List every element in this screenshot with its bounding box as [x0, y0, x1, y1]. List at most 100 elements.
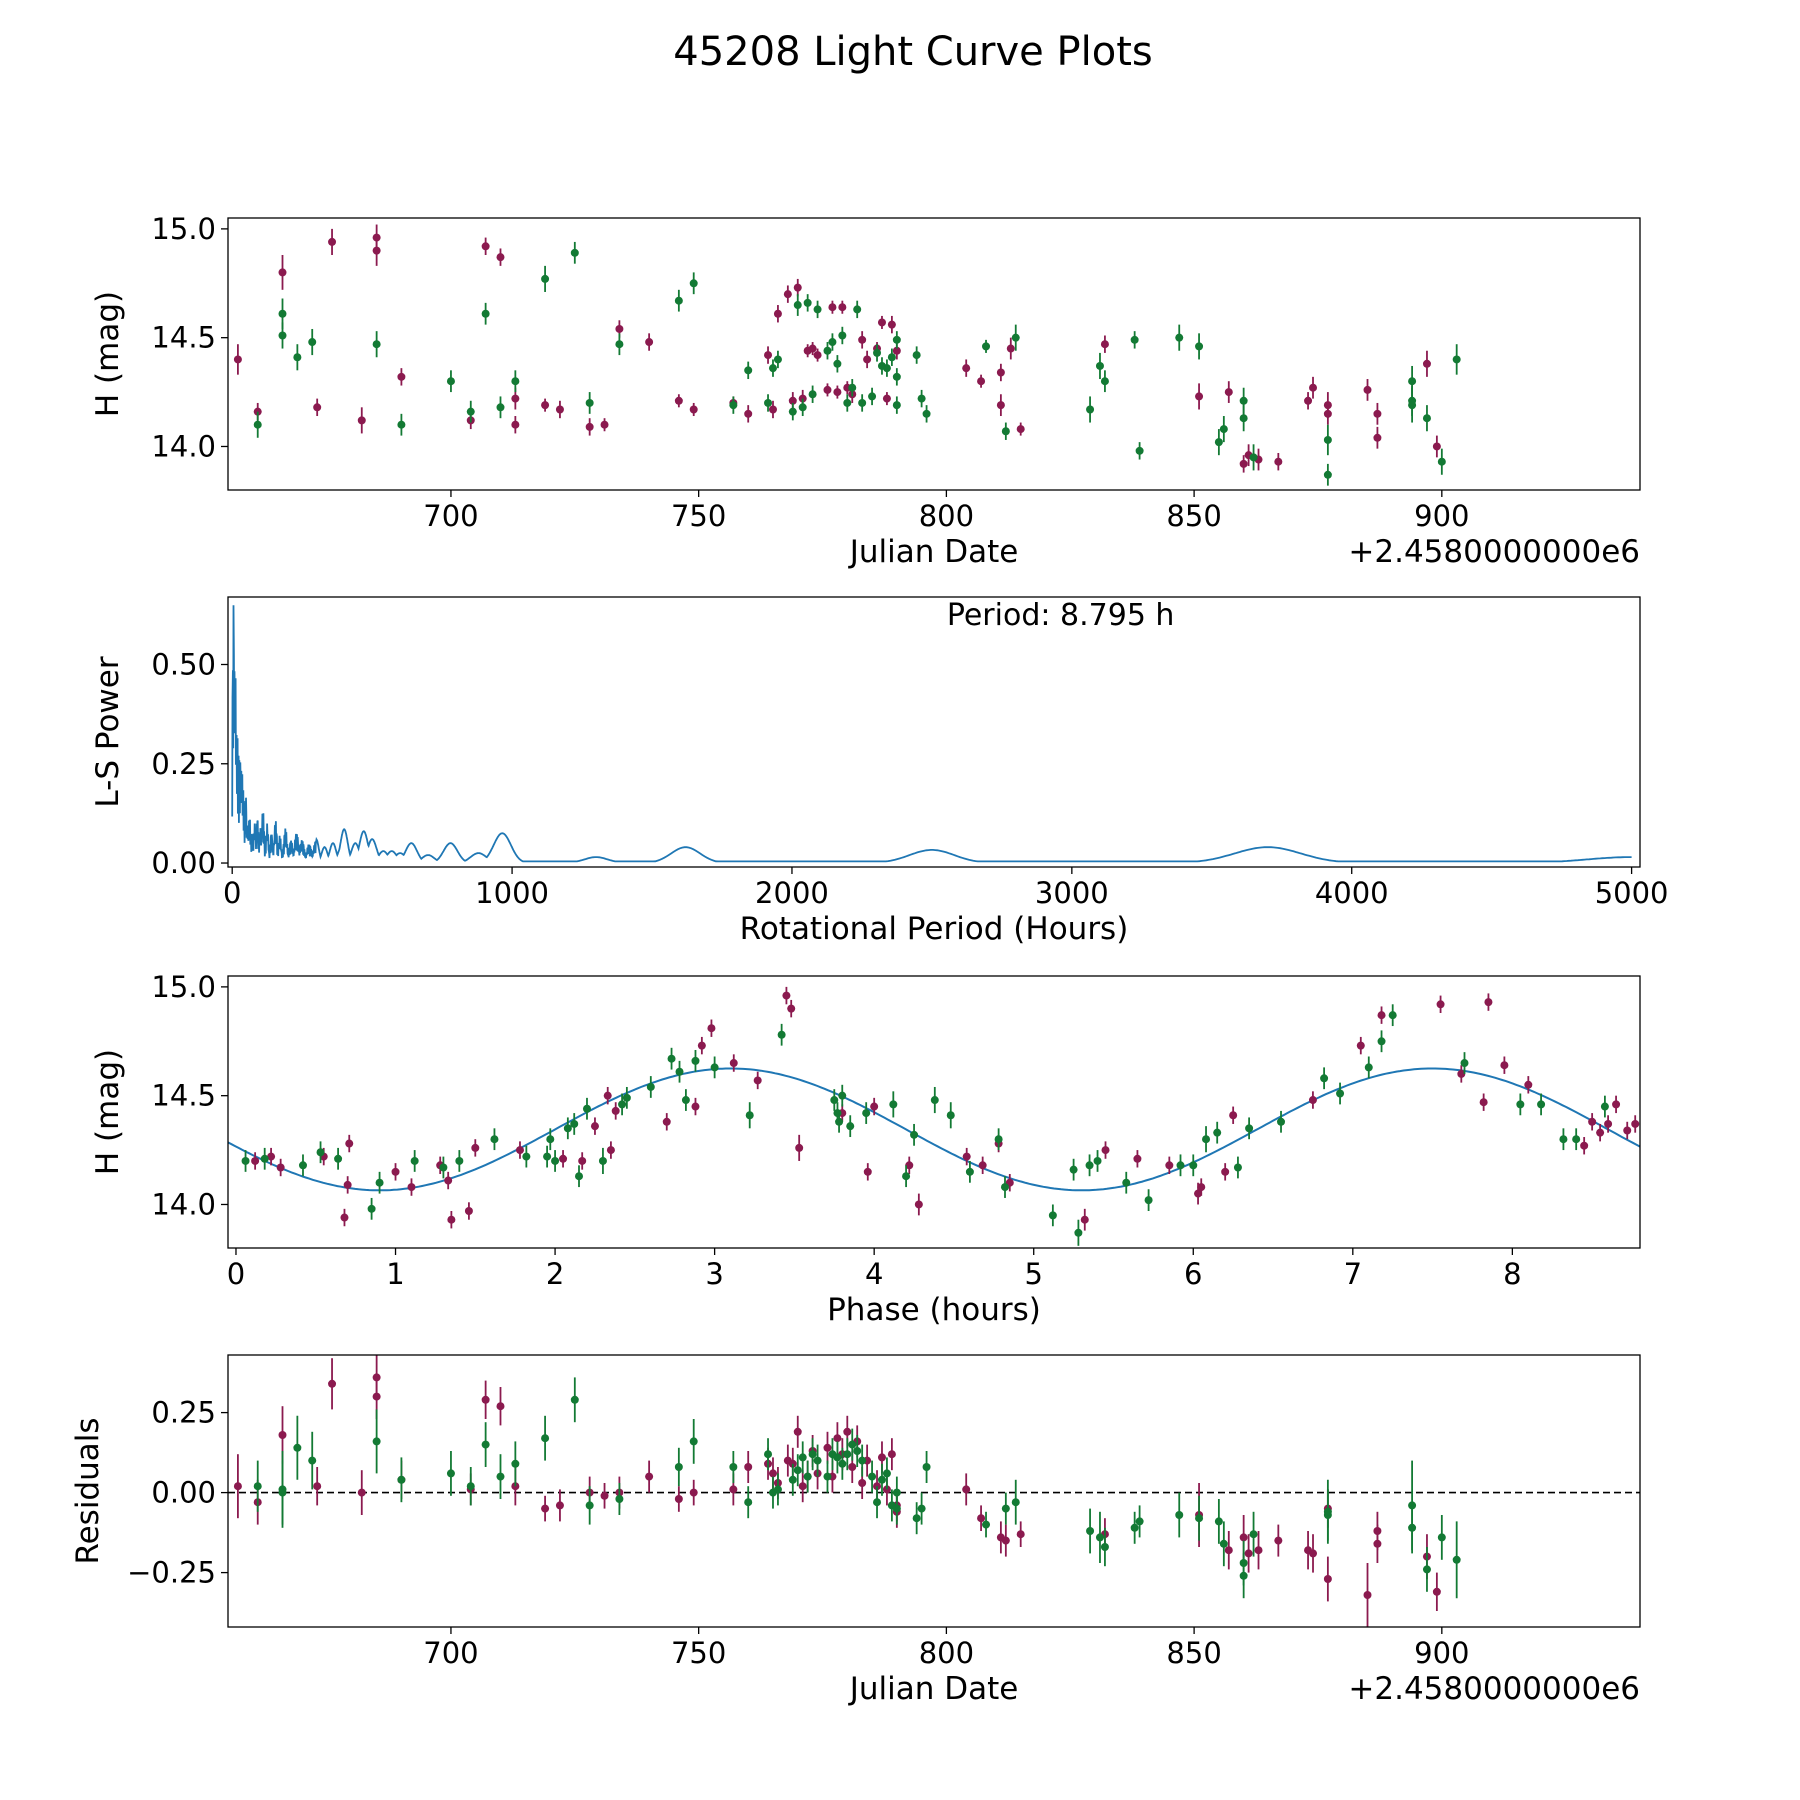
data-point-r [328, 1379, 337, 1388]
data-point-r [689, 405, 698, 414]
data-point-g [1323, 1507, 1332, 1516]
x-tick-label: 3000 [1035, 876, 1109, 910]
data-point-g [813, 305, 822, 314]
data-point-g [582, 1104, 591, 1113]
data-point-g [835, 1117, 844, 1126]
data-point-r [1484, 998, 1493, 1007]
data-point-r [578, 1156, 587, 1165]
data-point-r [691, 1102, 700, 1111]
data-point-r [1274, 1536, 1283, 1545]
data-point-g [598, 1156, 607, 1165]
data-point-r [823, 1443, 832, 1452]
data-point-g [798, 403, 807, 412]
data-point-r [372, 233, 381, 242]
data-point-g [466, 407, 475, 416]
data-point-r [843, 1427, 852, 1436]
data-point-g [585, 398, 594, 407]
data-point-r [764, 351, 773, 360]
x-tick-label: 7 [1344, 1257, 1362, 1291]
x-tick-label: 750 [671, 1636, 726, 1670]
data-point-g [910, 1130, 919, 1139]
data-point-g [922, 1463, 931, 1471]
data-point-g [1100, 377, 1109, 386]
data-point-r [1588, 1117, 1597, 1126]
data-point-g [838, 1091, 847, 1100]
data-point-g [278, 331, 287, 340]
data-point-g [1239, 1559, 1248, 1567]
x-tick-label: 700 [423, 1636, 478, 1670]
data-point-r [848, 1463, 857, 1471]
y-axis-label: Residuals [70, 1417, 106, 1564]
data-point-r [559, 1154, 568, 1163]
data-point-g [1130, 335, 1139, 344]
data-point-g [1100, 1543, 1109, 1551]
data-point-g [1364, 1063, 1373, 1072]
data-point-g [689, 279, 698, 288]
data-point-g [892, 335, 901, 344]
data-point-r [555, 405, 564, 414]
data-point-r [782, 991, 791, 1000]
data-point-g [615, 340, 624, 349]
data-point-g [278, 1488, 287, 1497]
data-point-r [511, 420, 520, 429]
data-point-g [667, 1054, 676, 1063]
x-tick-label: 800 [919, 499, 974, 533]
data-point-g [982, 1520, 991, 1529]
data-point-g [372, 1437, 381, 1446]
data-point-g [843, 1450, 852, 1459]
x-offset-text: +2.4580000000e6 [1348, 1671, 1640, 1707]
axes-frame [227, 975, 1641, 1249]
data-point-g [862, 1109, 871, 1118]
data-point-g [1135, 446, 1144, 455]
data-point-g [541, 274, 550, 283]
data-point-r [1631, 1119, 1640, 1128]
data-point-r [1457, 1069, 1466, 1078]
data-point-r [313, 1482, 322, 1491]
data-point-g [1176, 1161, 1185, 1170]
data-point-r [977, 1514, 986, 1523]
y-tick-label: 0.50 [151, 648, 216, 682]
data-point-g [882, 1469, 891, 1478]
data-point-r [662, 1117, 671, 1126]
data-point-g [917, 1504, 926, 1513]
data-point-g [1219, 1539, 1228, 1548]
data-point-g [511, 377, 520, 386]
data-point-g [946, 1111, 955, 1120]
data-point-g [744, 1498, 753, 1507]
data-point-g [241, 1156, 250, 1165]
y-axis-label: H (mag) [90, 1049, 126, 1175]
data-point-g [1245, 1124, 1254, 1133]
x-tick-label: 2 [546, 1257, 564, 1291]
data-point-g [1572, 1135, 1581, 1144]
data-point-g [853, 305, 862, 314]
data-point-r [1224, 1546, 1233, 1555]
x-tick-label: 1 [386, 1257, 404, 1291]
data-point-r [496, 1402, 505, 1411]
data-point-g [646, 1082, 655, 1091]
data-point-r [1001, 1536, 1010, 1545]
data-point-r [1100, 340, 1109, 349]
data-point-g [877, 1475, 886, 1484]
x-tick-label: 0 [223, 876, 241, 910]
data-point-g [788, 407, 797, 416]
data-point-r [892, 346, 901, 355]
data-point-g [1320, 1074, 1329, 1083]
data-point-g [1001, 427, 1010, 436]
data-point-g [446, 1469, 455, 1478]
data-point-g [1175, 1511, 1184, 1519]
data-point-g [466, 1482, 475, 1491]
y-tick-label: 0.25 [151, 1396, 216, 1430]
data-point-r [496, 253, 505, 262]
x-tick-label: 700 [423, 499, 478, 533]
y-tick-label: 15.0 [151, 212, 216, 246]
data-point-g [1600, 1102, 1609, 1111]
data-point-r [793, 1427, 802, 1436]
x-tick-label: 4 [865, 1257, 883, 1291]
data-point-g [446, 377, 455, 386]
data-point-g [1001, 1504, 1010, 1513]
data-point-g [710, 1063, 719, 1072]
axes-frame [227, 217, 1641, 491]
data-point-g [889, 1100, 898, 1109]
plot-area [228, 986, 1640, 1246]
data-point-r [753, 1076, 762, 1085]
